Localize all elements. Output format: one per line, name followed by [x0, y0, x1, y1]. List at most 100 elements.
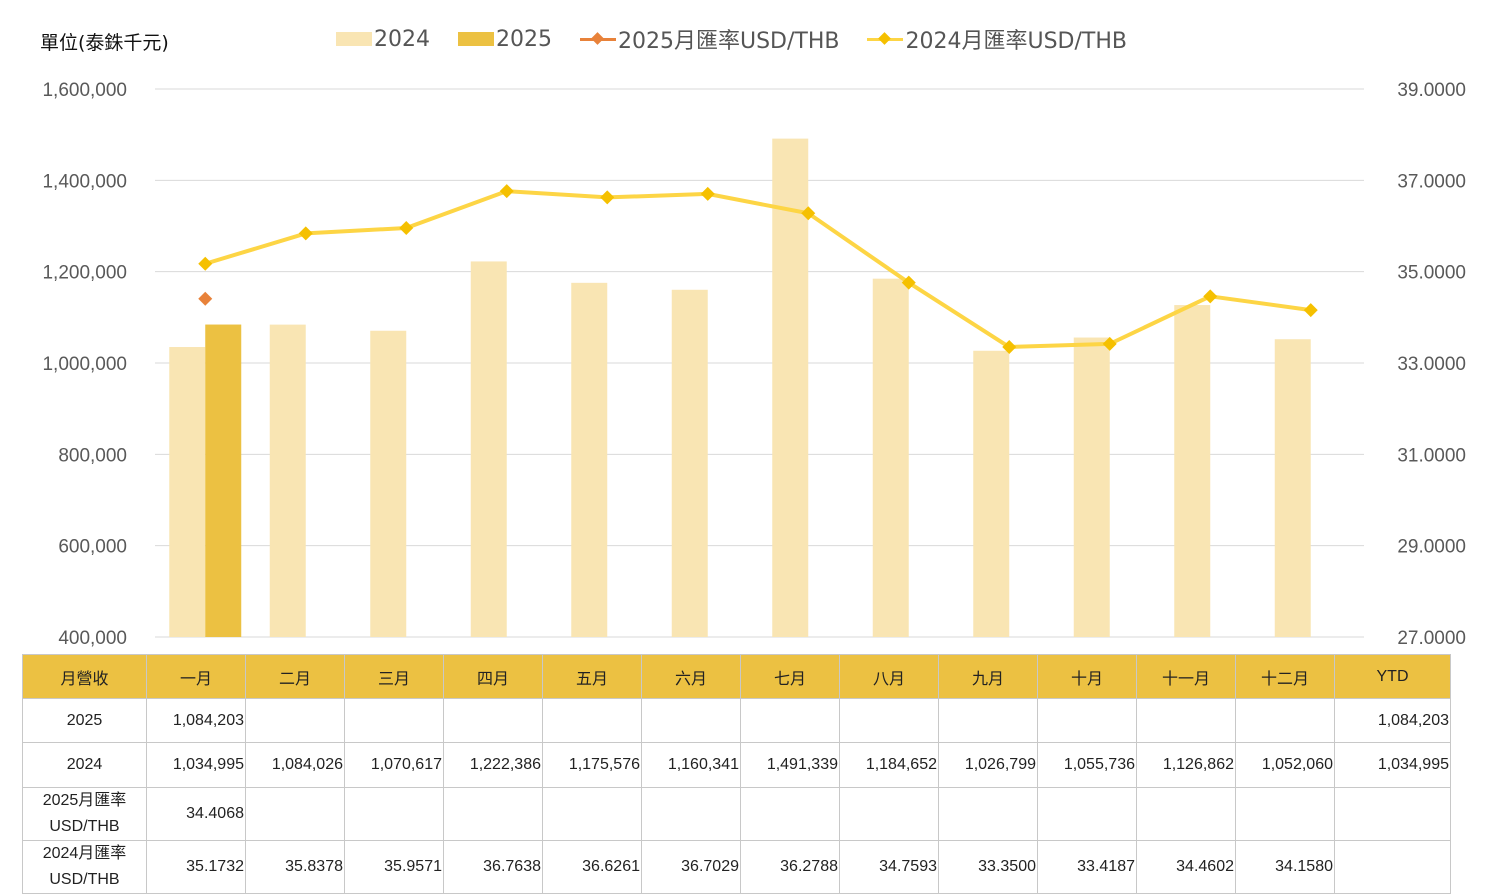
- bar-2024: [671, 289, 708, 637]
- y-left-tick-label: 1,000,000: [42, 354, 127, 375]
- legend-label-2024-rate: 2024月匯率USD/THB: [905, 29, 1127, 54]
- table-cell: [344, 698, 444, 743]
- y-right-tick-label: 27.0000: [1397, 628, 1466, 649]
- legend-item-2024: 2024: [336, 27, 430, 52]
- table-cell: [641, 787, 741, 841]
- bar-2024: [269, 324, 306, 637]
- table-header-row: 月營收 一月 二月 三月 四月 五月 六月 七月 八月 九月 十月 十一月 十二…: [22, 654, 1451, 699]
- y-left-tick-label: 400,000: [58, 628, 127, 649]
- legend-item-2024-rate: 2024月匯率USD/THB: [867, 23, 1127, 55]
- table-cell: 1,222,386: [443, 742, 543, 788]
- bar-2024: [1174, 305, 1211, 637]
- combo-chart: 400,000 600,000 800,000 1,000,000 1,200,000 1…: [42, 80, 1466, 649]
- legend-label-2025-rate: 2025月匯率USD/THB: [618, 29, 840, 54]
- table-cell: [542, 787, 642, 841]
- marker-2024-rate: [700, 186, 715, 201]
- data-table: 月營收 一月 二月 三月 四月 五月 六月 七月 八月 九月 十月 十一月 十二…: [22, 654, 1451, 894]
- bar-2024: [470, 261, 507, 637]
- table-cell: [1334, 840, 1451, 894]
- table-cell: 1,084,203: [146, 698, 246, 743]
- header-cell: 月營收: [22, 654, 147, 699]
- table-cell: [740, 787, 840, 841]
- table-cell: 1,175,576: [542, 742, 642, 788]
- marker-2024-rate: [1203, 289, 1218, 304]
- row-label-line: USD/THB: [49, 818, 120, 835]
- table-cell: 1,126,862: [1136, 742, 1236, 788]
- header-cell: 三月: [344, 654, 444, 699]
- header-cell: 一月: [146, 654, 246, 699]
- marker-2024-rate: [901, 275, 916, 290]
- bar-2024: [571, 282, 608, 637]
- row-label: 2024: [22, 742, 147, 788]
- table-cell: [839, 787, 939, 841]
- y-right-tick-label: 33.0000: [1397, 354, 1466, 375]
- header-cell: 九月: [938, 654, 1038, 699]
- header-cell: 二月: [245, 654, 345, 699]
- table-cell: 1,034,995: [146, 742, 246, 788]
- bar-2024: [1274, 339, 1311, 637]
- table-cell: [1136, 787, 1236, 841]
- legend: 2024 2025 2025月匯率USD/THB 2024月匯率USD/THB: [336, 24, 1155, 54]
- bar-2025: [205, 324, 242, 637]
- bar-2024: [973, 350, 1010, 637]
- y-right-tick-label: 39.0000: [1397, 80, 1466, 101]
- table-cell: 1,491,339: [740, 742, 840, 788]
- table-cell: [443, 698, 543, 743]
- table-cell: 1,034,995: [1334, 742, 1451, 788]
- table-cell: 36.2788: [740, 840, 840, 894]
- table-cell: 1,052,060: [1235, 742, 1335, 788]
- table-row-2025: 2025 1,084,203 1,084,203: [22, 698, 1451, 743]
- y-left-tick-label: 1,200,000: [42, 263, 127, 284]
- table-cell: [1235, 698, 1335, 743]
- legend-label-2024: 2024: [374, 26, 430, 52]
- header-cell: YTD: [1334, 654, 1451, 699]
- legend-swatch-2025: [458, 32, 494, 46]
- table-cell: 36.7029: [641, 840, 741, 894]
- header-cell: 五月: [542, 654, 642, 699]
- y-right-tick-label: 37.0000: [1397, 171, 1466, 192]
- header-cell: 十二月: [1235, 654, 1335, 699]
- marker-2024-rate: [1303, 303, 1318, 318]
- table-cell: 34.1580: [1235, 840, 1335, 894]
- table-cell: 1,084,203: [1334, 698, 1451, 743]
- legend-swatch-2024: [336, 32, 372, 46]
- header-cell: 十一月: [1136, 654, 1236, 699]
- header-cell: 六月: [641, 654, 741, 699]
- table-cell: [1037, 698, 1137, 743]
- table-row-2024-rate: 2024月匯率 USD/THB 35.1732 35.8378 35.9571 …: [22, 840, 1451, 894]
- y-left-tick-label: 1,400,000: [42, 171, 127, 192]
- y-right-tick-label: 31.0000: [1397, 445, 1466, 466]
- marker-2024-rate: [298, 226, 313, 241]
- header-cell: 十月: [1037, 654, 1137, 699]
- row-label-line: 2025月匯率: [42, 792, 127, 809]
- table-cell: [1235, 787, 1335, 841]
- legend-line-2024-rate: [867, 32, 904, 46]
- y-right-tick-label: 35.0000: [1397, 263, 1466, 284]
- table-cell: [1136, 698, 1236, 743]
- table-cell: 35.1732: [146, 840, 246, 894]
- bar-2024: [169, 347, 206, 637]
- bar-2024: [370, 330, 407, 637]
- table-cell: 34.4068: [146, 787, 246, 841]
- marker-2024-rate: [399, 220, 414, 235]
- table-cell: [938, 698, 1038, 743]
- header-cell: 四月: [443, 654, 543, 699]
- table-cell: 34.4602: [1136, 840, 1236, 894]
- table-cell: [344, 787, 444, 841]
- table-cell: 1,184,652: [839, 742, 939, 788]
- table-cell: [245, 698, 345, 743]
- table-cell: 33.4187: [1037, 840, 1137, 894]
- bar-2024: [1073, 337, 1110, 637]
- legend-item-2025: 2025: [458, 27, 552, 52]
- table-cell: 1,070,617: [344, 742, 444, 788]
- table-cell: 35.8378: [245, 840, 345, 894]
- table-cell: [443, 787, 543, 841]
- table-cell: [542, 698, 642, 743]
- row-label: 2025月匯率 USD/THB: [22, 787, 147, 841]
- legend-label-2025: 2025: [496, 26, 552, 52]
- row-label-line: USD/THB: [49, 871, 120, 888]
- table-cell: [641, 698, 741, 743]
- y-left-tick-label: 600,000: [58, 537, 127, 558]
- row-label: 2025: [22, 698, 147, 743]
- row-label: 2024月匯率 USD/THB: [22, 840, 147, 894]
